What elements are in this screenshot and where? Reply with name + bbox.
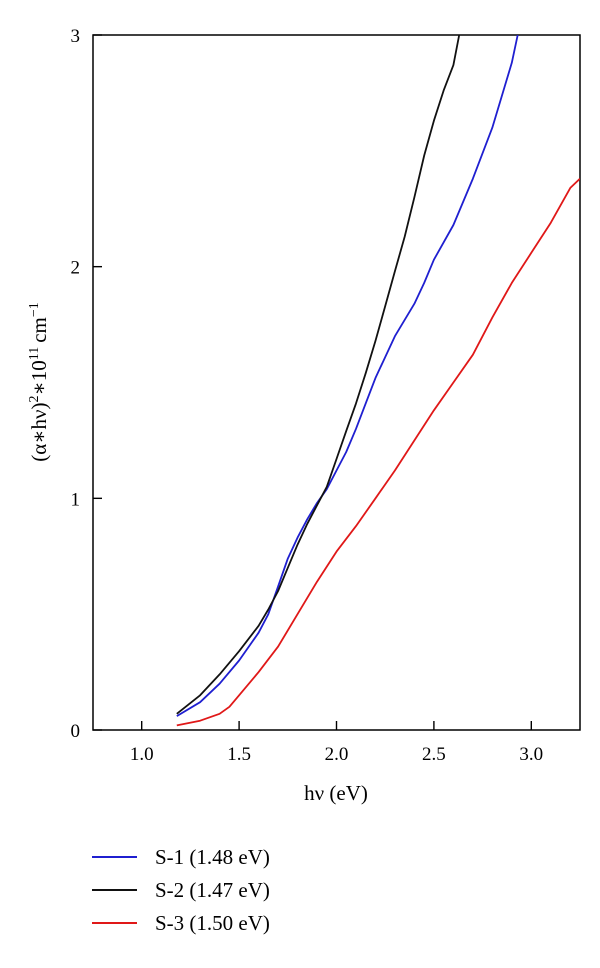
x-tick-label: 2.0 (325, 744, 349, 765)
y-axis-label-sup2: 11 (27, 347, 42, 360)
y-axis-label-sup3: −1 (27, 302, 42, 317)
x-tick-label: 2.5 (422, 744, 446, 765)
plot-frame (92, 34, 581, 731)
y-axis-label-mid: ∗10 (27, 360, 51, 395)
y-tick-label: 0 (71, 721, 81, 742)
series-line-2 (176, 35, 461, 715)
x-axis: 1.0 1.5 2.0 2.5 3.0 (130, 721, 543, 765)
series-line-3 (176, 177, 580, 727)
x-tick-label: 1.5 (227, 744, 251, 765)
x-axis-label: hν (eV) (304, 781, 368, 805)
y-axis-label-unit: cm (27, 317, 51, 343)
legend-label-3: S-3 (1.50 eV) (155, 911, 270, 935)
legend-label-1: S-1 (1.48 eV) (155, 845, 270, 869)
y-tick-label: 1 (71, 489, 81, 510)
x-tick-label: 1.0 (130, 744, 154, 765)
legend: S-1 (1.48 eV) S-2 (1.47 eV) S-3 (1.50 eV) (92, 845, 270, 935)
y-tick-label: 2 (71, 258, 81, 279)
y-axis-label-sup1: 2 (27, 396, 42, 403)
series-line-1 (176, 35, 519, 717)
y-axis: 0 1 2 3 (71, 26, 102, 742)
x-tick-label: 3.0 (519, 744, 543, 765)
y-tick-label: 3 (71, 26, 81, 47)
y-axis-label: (α∗hν)2∗1011 cm−1 (27, 302, 51, 462)
legend-label-2: S-2 (1.47 eV) (155, 878, 270, 902)
series-group (176, 35, 580, 727)
y-axis-label-base: (α∗hν) (27, 403, 51, 462)
